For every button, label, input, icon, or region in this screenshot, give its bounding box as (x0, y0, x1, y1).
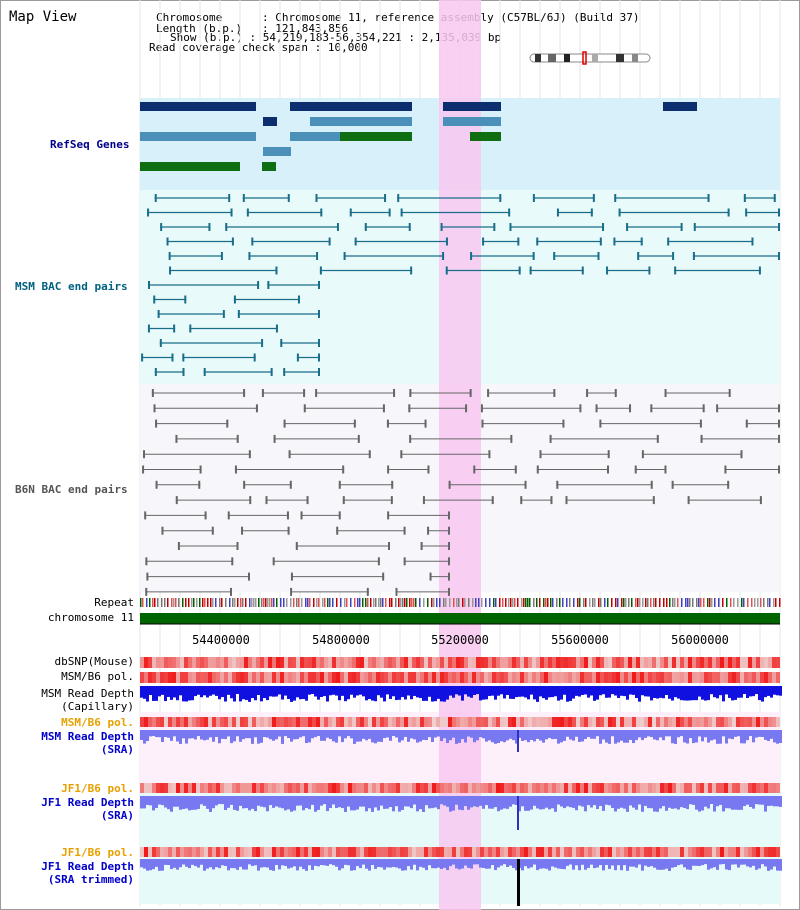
refseq-gene[interactable] (140, 102, 256, 111)
show-label: Show (b.p.) (170, 31, 243, 44)
length-value: 121,843,856 (275, 22, 349, 35)
heat-tracks[interactable] (140, 657, 780, 857)
axis-tick-label: 55600000 (551, 633, 609, 647)
page-title: Map View (9, 9, 77, 25)
track-label-msm-depth-sra[interactable]: MSM Read Depth (41, 730, 134, 743)
chromosome-label: Chromosome (156, 11, 223, 24)
span-value: 10,000 (327, 41, 368, 54)
refseq-gene[interactable] (262, 162, 276, 171)
refseq-gene[interactable] (140, 162, 240, 171)
msm-bac-end-pair-features[interactable] (141, 194, 780, 376)
track-label-jf1-depth-trimmed-sub: (SRA trimmed) (47, 873, 134, 886)
axis-tick-label: 55200000 (431, 633, 489, 647)
axis-tick-label: 54400000 (192, 633, 250, 647)
refseq-gene[interactable] (663, 102, 697, 111)
ideogram-position-marker (582, 51, 587, 65)
refseq-gene[interactable] (443, 102, 501, 111)
span-info: Read coverage check span : 10,000 (149, 41, 368, 54)
refseq-gene[interactable] (290, 102, 412, 111)
refseq-gene[interactable] (140, 132, 256, 141)
chromosome-bar[interactable] (140, 613, 780, 624)
refseq-genes-features[interactable] (140, 102, 697, 171)
length-label: Length (b.p.) (156, 22, 243, 35)
depth-tracks[interactable] (140, 686, 782, 906)
track-label-msm-depth-capillary[interactable]: MSM Read Depth (41, 687, 134, 700)
chromosome-ideogram[interactable] (529, 51, 651, 65)
track-label-repeat[interactable]: Repeat (94, 596, 134, 609)
track-label-jf1-depth-sra[interactable]: JF1 Read Depth (41, 796, 134, 809)
length-info: Length (b.p.) : 121,843,856 (156, 22, 349, 35)
track-label-jf1-depth-sra-sub: (SRA) (100, 809, 134, 822)
refseq-gene[interactable] (290, 132, 340, 141)
track-label-dbsnp[interactable]: dbSNP(Mouse) (54, 655, 134, 668)
track-label-jf1-b6-pol-2[interactable]: JF1/B6 pol. (61, 846, 134, 859)
track-label-msm-b6-pol[interactable]: MSM/B6 pol. (61, 670, 134, 683)
b6n-bac-end-pair-features[interactable] (142, 389, 780, 596)
refseq-gene[interactable] (470, 132, 501, 141)
axis-tick-label: 54800000 (312, 633, 370, 647)
track-label-b6n-bac[interactable]: B6N BAC end pairs (15, 483, 128, 496)
refseq-gene[interactable] (263, 117, 277, 126)
refseq-gene[interactable] (340, 132, 412, 141)
track-label-jf1-b6-pol[interactable]: JF1/B6 pol. (61, 782, 134, 795)
track-label-jf1-depth-trimmed[interactable]: JF1 Read Depth (41, 860, 134, 873)
refseq-gene[interactable] (310, 117, 412, 126)
track-label-msm-bac[interactable]: MSM BAC end pairs (15, 280, 128, 293)
track-label-msm-depth-sra-sub: (SRA) (100, 743, 134, 756)
track-label-chromosome[interactable]: chromosome 11 (47, 611, 134, 624)
track-label-refseq[interactable]: RefSeq Genes (50, 138, 130, 151)
axis-tick-label: 56000000 (671, 633, 729, 647)
repeat-track[interactable] (140, 598, 781, 607)
span-label: Read coverage check span (149, 41, 308, 54)
region-highlight[interactable] (439, 0, 481, 910)
track-label-msm-b6-pol-2[interactable]: MSM/B6 pol. (61, 716, 134, 729)
track-label-msm-depth-capillary-sub: (Capillary) (61, 700, 134, 713)
refseq-gene[interactable] (443, 117, 501, 126)
refseq-gene[interactable] (263, 147, 291, 156)
